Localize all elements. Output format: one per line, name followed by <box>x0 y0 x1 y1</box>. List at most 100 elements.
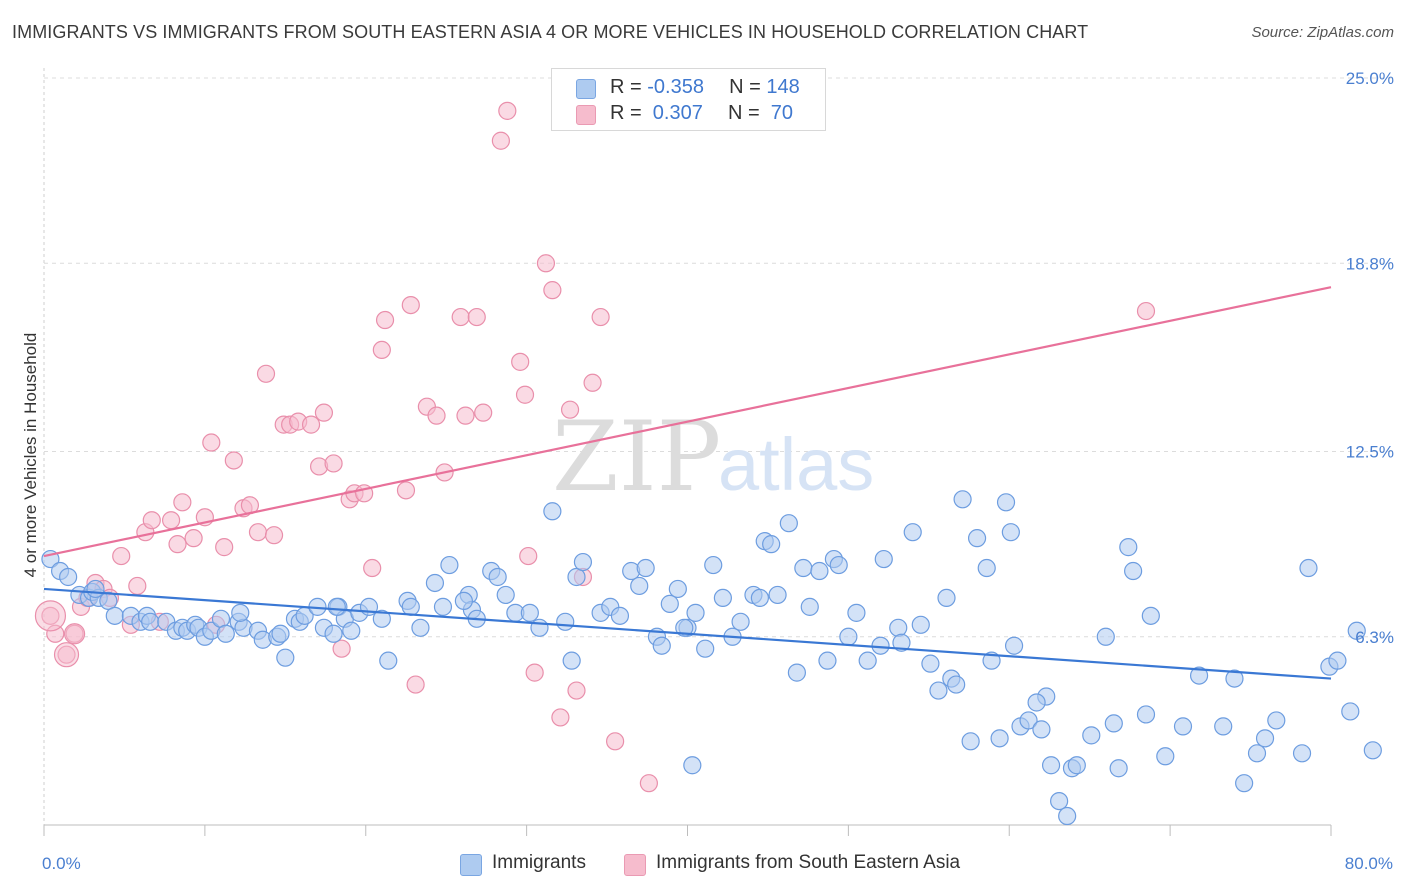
sea-point <box>511 352 530 371</box>
sea-point <box>515 385 535 404</box>
sea-point <box>324 454 343 473</box>
immigrants-point <box>903 523 922 542</box>
immigrants-point <box>59 567 78 587</box>
immigrants-point <box>1001 523 1020 542</box>
watermark: ZIP atlas <box>552 401 874 513</box>
immigrants-point <box>990 729 1009 748</box>
immigrants-point <box>1347 621 1366 640</box>
immigrants-point <box>847 603 866 622</box>
sea-point <box>202 433 221 452</box>
immigrants-point <box>86 579 105 599</box>
sea-point <box>551 708 570 727</box>
immigrants-point <box>610 606 630 625</box>
y-tick-label: 12.5% <box>1346 443 1394 462</box>
legend-n-value: 70 <box>765 102 794 124</box>
immigrants-point <box>327 597 346 616</box>
sea-point <box>519 546 538 566</box>
immigrants-point <box>1156 747 1175 766</box>
immigrants-point <box>996 493 1016 512</box>
immigrants-point <box>858 651 877 670</box>
immigrants-point <box>1109 759 1128 778</box>
y-axis-title: 4 or more Vehicles in Household <box>21 333 40 578</box>
immigrants-point <box>1214 717 1233 736</box>
immigrants-point <box>1096 627 1115 646</box>
immigrants-point <box>520 603 539 622</box>
immigrants-point <box>1225 669 1244 688</box>
immigrants-point <box>556 612 575 631</box>
immigrants-point <box>630 576 649 596</box>
immigrants-point <box>1267 711 1286 730</box>
immigrants-point <box>425 573 445 593</box>
legend: R = -0.358 N = 148 R = 0.307 N = 70 <box>551 68 826 131</box>
watermark-atlas: atlas <box>718 423 874 506</box>
immigrants-point <box>231 603 250 622</box>
immigrants-point <box>1255 729 1275 748</box>
sea-point <box>427 406 446 425</box>
immigrants-point <box>1141 606 1160 625</box>
immigrants-point <box>271 624 290 643</box>
immigrants-point <box>977 558 996 578</box>
immigrants-point <box>961 732 980 751</box>
trend-lines <box>43 286 1332 680</box>
watermark-zip: ZIP <box>552 401 721 513</box>
immigrants-points <box>41 490 1382 826</box>
immigrants-point <box>454 591 473 611</box>
immigrants-point <box>982 651 1001 670</box>
immigrants-point <box>675 618 694 637</box>
sea-point <box>264 526 284 545</box>
immigrants-point <box>1299 558 1318 578</box>
immigrants-point <box>105 606 124 625</box>
immigrants-point <box>713 588 732 608</box>
source-label: Source: ZipAtlas.com <box>1251 24 1394 41</box>
immigrants-point <box>1235 774 1254 793</box>
sea-point <box>583 373 602 392</box>
sea-point <box>1136 301 1156 321</box>
immigrants-point <box>1032 720 1051 739</box>
sea-point <box>314 403 334 422</box>
sea-point <box>173 493 192 512</box>
sea-point <box>474 403 493 422</box>
immigrants-point <box>794 558 813 578</box>
immigrants-point <box>1058 806 1077 826</box>
sea-point <box>112 546 131 566</box>
immigrants-point <box>889 618 908 637</box>
legend-label-immigrants: Immigrants <box>492 852 586 873</box>
sea-point <box>184 529 203 548</box>
immigrants-point <box>947 675 966 694</box>
legend-label-sea: Immigrants from South Eastern Asia <box>656 852 961 873</box>
immigrants-point <box>829 555 848 575</box>
immigrants-point <box>818 651 837 670</box>
immigrants-point <box>967 529 987 548</box>
sea-point <box>491 131 510 150</box>
immigrants-point <box>652 636 671 655</box>
immigrants-point <box>324 624 343 643</box>
axes <box>43 68 1332 836</box>
y-tick-label: 6.3% <box>1355 628 1394 647</box>
sea-point <box>567 681 586 700</box>
immigrants-point <box>372 609 391 628</box>
immigrants-point <box>636 558 655 578</box>
immigrants-point <box>1124 561 1143 581</box>
immigrants-point <box>411 618 430 637</box>
immigrants-point <box>731 612 750 631</box>
immigrants-point <box>433 597 453 616</box>
sea-point <box>536 254 556 273</box>
legend-r-value: -0.358 <box>647 76 704 98</box>
legend-swatch-blue <box>576 79 596 99</box>
immigrants-point <box>953 490 972 509</box>
immigrants-point <box>660 594 679 613</box>
sea-point <box>401 295 420 315</box>
immigrants-trend-line <box>43 587 1332 680</box>
legend-r-label: R = <box>610 76 642 98</box>
sea-point <box>161 511 181 530</box>
sea-point <box>606 732 625 751</box>
sea-trend-line <box>43 286 1332 558</box>
sea-point <box>498 101 517 120</box>
immigrants-point <box>892 633 911 652</box>
immigrants-point <box>440 555 459 575</box>
immigrants-point <box>1004 636 1024 655</box>
immigrants-point <box>1019 711 1038 730</box>
immigrants-point <box>1067 756 1086 775</box>
immigrants-point <box>216 624 235 643</box>
